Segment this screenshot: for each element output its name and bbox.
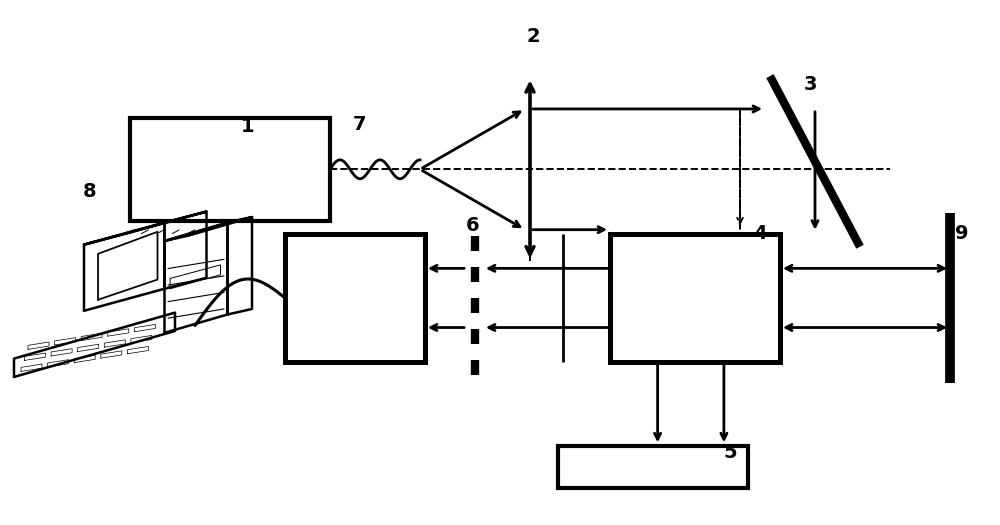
Bar bbox=[558, 446, 748, 488]
Text: 5: 5 bbox=[723, 443, 737, 462]
Text: 7: 7 bbox=[353, 116, 367, 134]
Text: 9: 9 bbox=[955, 224, 969, 243]
Bar bbox=[610, 234, 780, 362]
Text: 3: 3 bbox=[803, 75, 817, 93]
Text: 4: 4 bbox=[753, 224, 767, 243]
Text: 8: 8 bbox=[83, 182, 97, 201]
Bar bbox=[130, 118, 330, 220]
Bar bbox=[285, 234, 425, 362]
Text: 2: 2 bbox=[526, 27, 540, 46]
Text: 6: 6 bbox=[466, 216, 480, 235]
Text: 1: 1 bbox=[241, 117, 255, 135]
